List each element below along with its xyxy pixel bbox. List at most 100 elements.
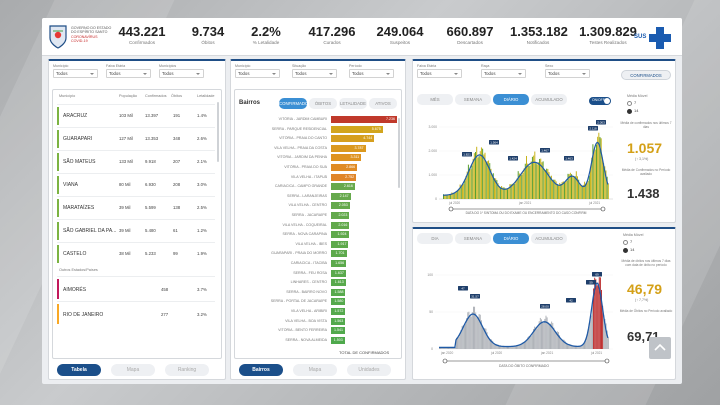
table-row[interactable]: CASTELO 38 Mil 5.233 99 1.9% bbox=[57, 242, 215, 264]
radio-14[interactable] bbox=[627, 109, 632, 114]
bairro-bar[interactable]: 3.787 bbox=[331, 144, 366, 152]
bairro-bar[interactable]: 3.311 bbox=[331, 154, 362, 162]
radio-7[interactable] bbox=[623, 240, 628, 245]
tab-1[interactable]: SEMANA bbox=[455, 94, 491, 105]
daily-bar bbox=[576, 176, 578, 199]
bairro-bar[interactable]: 1.613 bbox=[331, 279, 346, 287]
tab-0[interactable]: CONFIRMADOS bbox=[279, 98, 311, 109]
radio-7[interactable] bbox=[627, 101, 632, 106]
filter-select[interactable]: Todos bbox=[235, 69, 280, 78]
bairro-bar[interactable]: 2.023 bbox=[331, 212, 350, 219]
tab-3[interactable]: ATIVOS bbox=[369, 98, 397, 109]
bairro-bar[interactable]: 1.656 bbox=[331, 260, 347, 267]
filter-0[interactable]: Faixa Etária Todos bbox=[417, 64, 462, 78]
bairro-bar[interactable]: 2.752 bbox=[331, 173, 357, 181]
slider-end-knob[interactable] bbox=[604, 358, 610, 364]
scroll-up-button[interactable] bbox=[649, 337, 671, 359]
bairro-bar[interactable]: 2.016 bbox=[331, 221, 350, 229]
table-row[interactable]: GUARAPARI 127 Mil 13.353 348 2.6% bbox=[57, 127, 215, 149]
view-button-0[interactable]: Bairros bbox=[239, 364, 283, 376]
view-button-1[interactable]: Mapa bbox=[293, 364, 337, 376]
tab-2[interactable]: LETALIDADE bbox=[339, 98, 367, 109]
tab-0[interactable]: DIA bbox=[417, 233, 453, 244]
bairro-bar[interactable]: 2.616 bbox=[331, 183, 355, 191]
table-row[interactable]: MARATAÍZES 39 Mil 5.599 138 2.5% bbox=[57, 196, 215, 218]
daily-bar bbox=[492, 340, 494, 349]
bairro-bar[interactable]: 1.588 bbox=[331, 288, 346, 296]
column-header[interactable]: Confirmados bbox=[145, 94, 167, 98]
filter-1[interactable]: Situação Todos bbox=[292, 64, 337, 78]
filter-select[interactable]: Todos bbox=[545, 69, 590, 78]
bairro-bar[interactable]: 1.917 bbox=[331, 240, 349, 248]
daily-bar bbox=[571, 174, 573, 199]
radio-14[interactable] bbox=[623, 248, 628, 253]
tab-1[interactable]: SEMANA bbox=[455, 233, 491, 244]
column-header[interactable]: Município bbox=[59, 94, 76, 98]
filter-select[interactable]: Todos bbox=[53, 69, 98, 78]
bairro-bar[interactable]: 1.701 bbox=[331, 250, 347, 258]
bairro-bar[interactable]: 1.637 bbox=[331, 269, 346, 277]
bairro-bar[interactable]: 2.866 bbox=[331, 164, 358, 171]
view-button-2[interactable]: Unidades bbox=[347, 364, 391, 376]
column-header[interactable]: Letalidade bbox=[197, 94, 215, 98]
daily-bar bbox=[488, 160, 490, 199]
confirmados-button[interactable]: CONFIRMADOS bbox=[621, 70, 671, 80]
daily-bar bbox=[547, 322, 549, 349]
filter-select[interactable]: Todos bbox=[159, 69, 204, 78]
bairro-bar[interactable]: 5.675 bbox=[331, 125, 383, 133]
filter-select[interactable]: Todos bbox=[106, 69, 151, 78]
daily-bar bbox=[537, 326, 539, 349]
filter-select[interactable]: Todos bbox=[292, 69, 337, 78]
bairro-bar[interactable]: 2.147 bbox=[331, 192, 351, 200]
table-row[interactable]: SÃO MATEUS 133 Mil 9.918 207 2.1% bbox=[57, 150, 215, 172]
bairro-bar[interactable]: 1.924 bbox=[331, 231, 349, 239]
bairro-bar[interactable]: 1.503 bbox=[331, 336, 345, 344]
filter-1[interactable]: Faixa Etária Todos bbox=[106, 64, 151, 78]
filter-2[interactable]: Sexo Todos bbox=[545, 64, 590, 78]
tab-2[interactable]: DIÁRIO bbox=[493, 233, 529, 244]
filter-select[interactable]: Todos bbox=[349, 69, 394, 78]
slider-start-knob[interactable] bbox=[442, 358, 448, 364]
slider-end-knob[interactable] bbox=[600, 206, 606, 212]
on-off-toggle[interactable]: ON/OFF bbox=[589, 97, 611, 105]
daily-bar bbox=[579, 346, 581, 349]
view-button-0[interactable]: Tabela bbox=[57, 364, 101, 376]
filter-select[interactable]: Todos bbox=[481, 69, 526, 78]
tab-3[interactable]: ACUMULADO bbox=[531, 94, 567, 105]
table-scrollbar[interactable] bbox=[217, 102, 219, 162]
bairros-scrollbar[interactable] bbox=[398, 118, 400, 188]
bairro-bar[interactable]: 7.236 bbox=[331, 116, 397, 123]
side-label-2: Média de Óbitos no Período avaliado bbox=[619, 309, 673, 313]
table-row[interactable]: VIANA 80 Mil 6.930 208 3.0% bbox=[57, 173, 215, 195]
filter-1[interactable]: Raça Todos bbox=[481, 64, 526, 78]
column-header[interactable]: Óbitos bbox=[171, 94, 182, 98]
bairro-bar[interactable]: 4.744 bbox=[331, 135, 375, 143]
bairro-bar[interactable]: 1.572 bbox=[331, 308, 346, 315]
table-row[interactable]: RIO DE JANEIRO 277 3.2% bbox=[57, 301, 215, 325]
bar-value: 4.744 bbox=[363, 136, 373, 141]
filter-select[interactable]: Todos bbox=[417, 69, 462, 78]
filter-0[interactable]: Município Todos bbox=[53, 64, 98, 78]
table-row[interactable]: SÃO GABRIEL DA PA... 39 Mil 5.480 61 1.2% bbox=[57, 219, 215, 241]
table-row[interactable]: ARACRUZ 103 Mil 13.397 191 1.4% bbox=[57, 104, 215, 126]
daily-bar bbox=[606, 330, 608, 349]
filter-0[interactable]: Município Todos bbox=[235, 64, 280, 78]
daily-bar bbox=[514, 345, 516, 349]
view-button-1[interactable]: Mapa bbox=[111, 364, 155, 376]
bairro-bar[interactable]: 1.541 bbox=[331, 327, 346, 335]
bairro-bar[interactable]: 2.053 bbox=[331, 202, 350, 210]
bairro-bar[interactable]: 1.580 bbox=[331, 298, 346, 306]
tab-3[interactable]: ACUMULADO bbox=[531, 233, 567, 244]
daily-bar bbox=[594, 149, 596, 199]
tab-1[interactable]: ÓBITOS bbox=[309, 98, 337, 109]
tab-0[interactable]: MÊS bbox=[417, 94, 453, 105]
filter-2[interactable]: Municípios Todos bbox=[159, 64, 204, 78]
slider-start-knob[interactable] bbox=[448, 206, 454, 212]
view-button-2[interactable]: Ranking bbox=[165, 364, 209, 376]
table-row[interactable]: AIMORÉS 458 3.7% bbox=[57, 276, 215, 300]
bairro-bar[interactable]: 1.563 bbox=[331, 317, 346, 325]
tab-2[interactable]: DIÁRIO bbox=[493, 94, 529, 105]
filter-2[interactable]: Período Todos bbox=[349, 64, 394, 78]
bar-value: 1.588 bbox=[334, 289, 344, 294]
column-header[interactable]: População bbox=[119, 94, 137, 98]
